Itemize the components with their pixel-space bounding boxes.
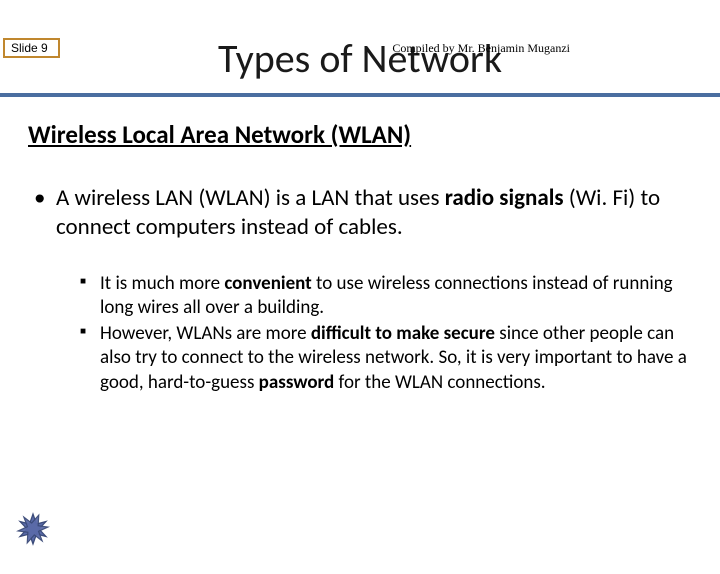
sub2-pre: However, WLANs are more (100, 322, 311, 345)
slide-number-badge: Slide 9 (3, 38, 60, 58)
main-bullet: A wireless LAN (WLAN) is a LAN that uses… (28, 184, 692, 242)
sub-bullet-1: It is much more convenient to use wirele… (80, 272, 692, 321)
slide-content: Wireless Local Area Network (WLAN) A wir… (0, 97, 720, 395)
sub1-pre: It is much more (100, 272, 224, 295)
star-icon (16, 512, 50, 546)
slide-title: Types of Network (0, 34, 720, 83)
sub1-bold: convenient (224, 272, 311, 295)
main-bullet-bold-1: radio signals (445, 184, 564, 212)
sub-bullet-2: However, WLANs are more difficult to mak… (80, 322, 692, 395)
sub2-post: for the WLAN connections. (334, 371, 545, 394)
main-bullet-text-pre: A wireless LAN (WLAN) is a LAN that uses (56, 184, 445, 212)
sub-bullet-list: It is much more convenient to use wirele… (28, 272, 692, 396)
sub2-bold2: password (259, 371, 335, 394)
author-credit: Compiled by Mr. Benjamin Muganzi (392, 41, 570, 56)
sub2-bold: difficult to make secure (311, 322, 495, 345)
section-heading: Wireless Local Area Network (WLAN) (28, 119, 692, 150)
